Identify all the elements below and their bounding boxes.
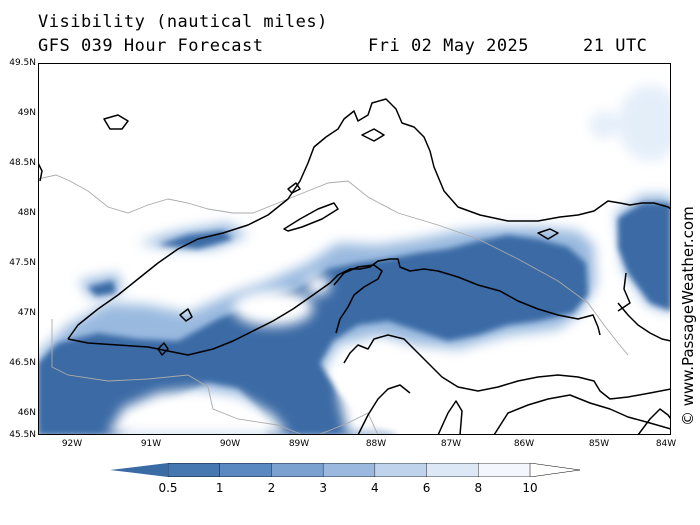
colorbar-swatch [322,463,376,477]
lon-label: 92W [61,439,83,449]
lat-label: 49.5N [9,58,36,68]
colorbar-swatch [478,463,531,477]
lat-label: 48.5N [9,158,36,168]
colorbar-swatch [426,463,479,477]
forecast-time: 21 UTC [583,36,648,56]
colorbar-label: 6 [422,481,431,495]
colorbar-label: 2 [267,481,276,495]
colorbar-low-arrow [110,463,168,477]
forecast-date: Fri 02 May 2025 [368,36,530,56]
credit-text: © www.PassageWeather.com [679,206,697,426]
lat-label: 47N [17,308,36,318]
lat-label: 46N [17,408,36,418]
colorbar-label: 10 [522,481,538,495]
lon-label: 87W [440,439,462,449]
chart-title: Visibility (nautical miles) [38,12,328,32]
colorbar-label: 0.5 [158,481,178,495]
coastlines [38,98,671,435]
lon-label: 90W [219,439,241,449]
colorbar-label: 3 [319,481,327,495]
lon-label: 91W [140,439,162,449]
colorbar-swatch [374,463,428,477]
visibility-colorbar [110,463,581,477]
lon-label: 85W [588,439,610,449]
colorbar-swatch [271,463,324,477]
lat-label: 49N [17,108,36,118]
lat-label: 47.5N [9,258,36,268]
lon-label: 86W [513,439,535,449]
lon-label: 88W [365,439,387,449]
lon-label: 89W [288,439,310,449]
site-credit: © www.PassageWeather.com [679,206,697,426]
visibility-clear-patches [108,275,671,435]
lat-label: 46.5N [9,358,36,368]
visibility-pale-top-right [590,85,671,161]
lon-label: 84W [655,439,677,449]
colorbar-swatch [167,463,221,477]
visibility-map [38,63,671,435]
forecast-label: GFS 039 Hour Forecast [38,36,264,56]
colorbar-high-arrow [529,463,581,477]
lat-label: 48N [17,208,36,218]
political-borders [38,174,629,435]
colorbar-swatch [219,463,273,477]
colorbar-label: 1 [215,481,224,495]
colorbar-label: 8 [474,481,483,495]
colorbar-label: 4 [371,481,379,495]
lat-label: 45.5N [9,430,36,440]
